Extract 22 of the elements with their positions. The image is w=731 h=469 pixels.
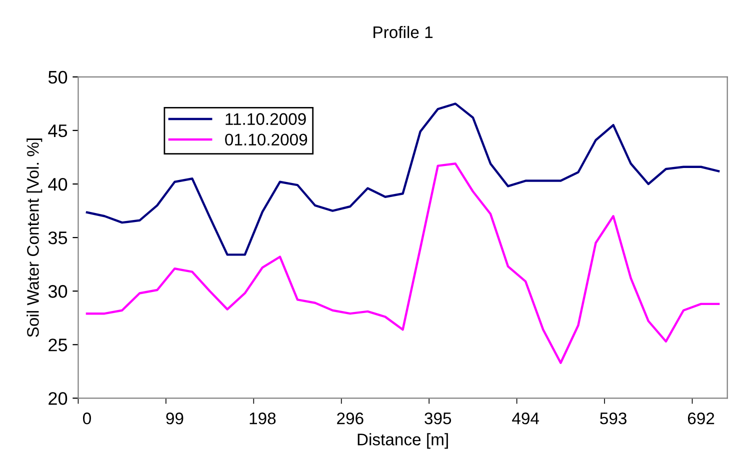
line-series: [86, 102, 720, 256]
y-tick-label: 25: [48, 338, 68, 352]
y-tick-label: 50: [48, 70, 68, 84]
x-tick-label: 395: [424, 412, 452, 424]
x-tick-label: 593: [600, 412, 626, 424]
x-tick-label: 494: [512, 412, 540, 424]
y-tick-label: 45: [48, 124, 68, 138]
y-axis-title: Soil Water Content [Vol. %]: [26, 138, 42, 337]
line-series: [86, 162, 720, 364]
x-tick-label: 692: [688, 412, 714, 424]
legend-label: 11.10.2009: [226, 113, 306, 125]
x-tick-label: 99: [166, 412, 184, 424]
x-tick-label: 296: [337, 412, 364, 424]
y-tick-label: 30: [48, 285, 68, 298]
legend-label: 01.10.2009: [225, 134, 308, 146]
x-tick-label: 0: [83, 412, 91, 424]
y-tick-label: 40: [48, 178, 68, 191]
chart-title: Profile 1: [374, 26, 433, 38]
y-tick-label: 20: [48, 392, 68, 405]
x-axis-title: Distance [m]: [358, 433, 448, 449]
x-tick-label: 198: [250, 412, 276, 424]
y-tick-label: 35: [48, 231, 68, 244]
